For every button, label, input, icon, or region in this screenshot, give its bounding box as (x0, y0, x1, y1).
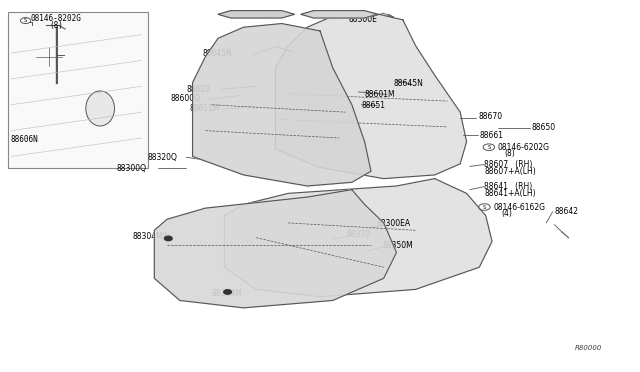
Text: R80000: R80000 (575, 346, 602, 352)
Text: 88600Q: 88600Q (170, 94, 200, 103)
Text: 88606N: 88606N (11, 135, 38, 144)
Text: 88300E: 88300E (349, 15, 378, 24)
Text: 88620: 88620 (186, 85, 210, 94)
Text: 88601M: 88601M (365, 90, 396, 99)
Text: 08146-6202G: 08146-6202G (497, 143, 549, 152)
Polygon shape (193, 23, 371, 186)
Polygon shape (301, 11, 378, 18)
Text: 88304MA: 88304MA (132, 232, 168, 241)
Text: 88607+A(LH): 88607+A(LH) (484, 167, 536, 176)
Text: 88611M: 88611M (189, 104, 220, 113)
Text: 88370: 88370 (347, 230, 371, 239)
Text: 88651: 88651 (362, 101, 385, 110)
Text: 88607   (RH): 88607 (RH) (484, 160, 532, 169)
Polygon shape (225, 179, 492, 297)
Bar (8, 13, 148, 167)
Text: 88661: 88661 (479, 131, 503, 140)
Text: 88642: 88642 (554, 206, 579, 216)
Polygon shape (154, 190, 396, 308)
Text: 88670: 88670 (478, 112, 502, 121)
Circle shape (224, 290, 232, 294)
Text: (4): (4) (502, 209, 513, 218)
Text: 88641+A(LH): 88641+A(LH) (484, 189, 536, 198)
Text: 88350M: 88350M (383, 241, 413, 250)
Text: (8): (8) (505, 149, 516, 158)
Ellipse shape (86, 91, 115, 126)
Text: (8): (8) (49, 21, 63, 30)
Text: 08146-8202G: 08146-8202G (30, 13, 81, 22)
Text: S: S (24, 18, 27, 23)
Text: 88645N: 88645N (202, 49, 232, 58)
Text: 08146-6162G: 08146-6162G (493, 202, 545, 212)
Text: 88641   (RH): 88641 (RH) (484, 182, 532, 191)
Polygon shape (275, 13, 467, 179)
Text: S: S (487, 145, 490, 150)
Polygon shape (218, 11, 294, 18)
Text: 88300Q: 88300Q (116, 164, 146, 173)
Text: 88320Q: 88320Q (148, 153, 178, 162)
Text: 88300EA: 88300EA (376, 219, 410, 228)
Text: S: S (483, 205, 486, 209)
Circle shape (164, 236, 172, 241)
Text: 88650: 88650 (532, 123, 556, 132)
Text: 88304M: 88304M (212, 289, 243, 298)
Text: 88645N: 88645N (394, 79, 423, 88)
